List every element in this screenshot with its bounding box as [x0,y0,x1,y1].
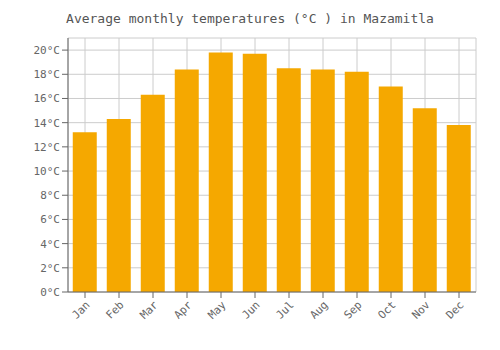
svg-text:20°C: 20°C [34,44,61,57]
svg-text:Jan: Jan [69,298,92,321]
svg-text:Oct: Oct [375,298,398,321]
svg-text:6°C: 6°C [40,213,60,226]
svg-text:May: May [205,298,229,322]
html-text:Average monthly temperatures (: Average monthly temperatures (°C ) in Ma… [66,11,434,26]
svg-text:Jun: Jun [239,298,262,321]
svg-text:18°C: 18°C [34,68,61,81]
svg-text:Jul: Jul [273,298,296,321]
svg-text:Apr: Apr [171,298,195,322]
svg-text:Feb: Feb [103,298,126,321]
svg-text:8°C: 8°C [40,189,60,202]
svg-text:0°C: 0°C [40,286,60,299]
svg-text:16°C: 16°C [34,92,61,105]
svg-text:4°C: 4°C [40,238,60,251]
svg-text:Dec: Dec [443,298,466,321]
svg-text:Aug: Aug [307,298,330,321]
svg-text:14°C: 14°C [34,117,61,130]
svg-text:2°C: 2°C [40,262,60,275]
svg-text:10°C: 10°C [34,165,61,178]
svg-text:Mar: Mar [137,298,161,322]
svg-text:12°C: 12°C [34,141,61,154]
svg-text:Sep: Sep [341,298,364,321]
svg-text:Nov: Nov [409,298,433,322]
